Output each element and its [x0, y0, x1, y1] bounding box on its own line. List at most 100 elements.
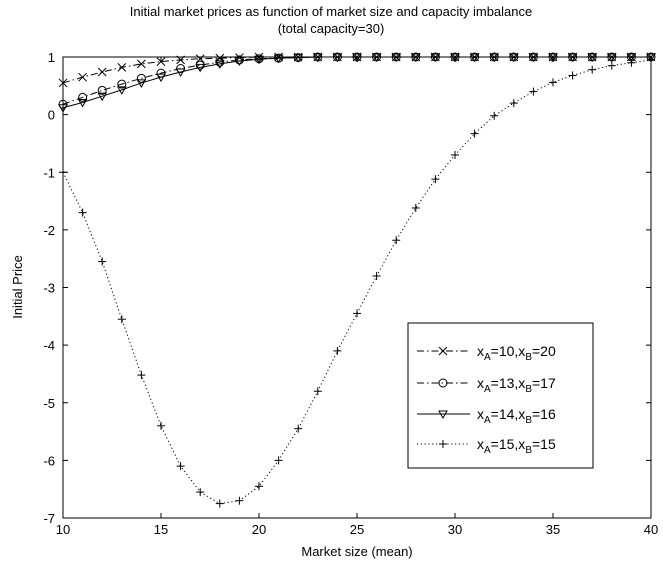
y-axis-label: Initial Price [10, 255, 25, 319]
data-point [215, 57, 225, 67]
y-tick-label: -3 [43, 281, 55, 296]
data-point [626, 53, 637, 63]
legend-text: =15,x [491, 436, 526, 452]
data-point [647, 55, 655, 64]
data-point [333, 346, 342, 355]
data-point [372, 271, 381, 280]
legend-subscript: A [484, 445, 491, 456]
x-tick-label: 40 [644, 522, 658, 537]
data-point [489, 53, 500, 63]
data-point [97, 67, 107, 77]
x-tick-label: 30 [448, 522, 462, 537]
data-point [235, 496, 244, 505]
data-point [353, 309, 361, 318]
legend-label: xA=14,xB=16 [477, 406, 556, 426]
legend-text: =10,x [491, 343, 526, 359]
y-tick-label: -7 [43, 511, 55, 526]
data-point [391, 53, 402, 63]
data-point [77, 99, 88, 108]
data-point [116, 86, 127, 95]
data-point [137, 59, 146, 69]
data-point [176, 55, 185, 65]
data-point [136, 73, 146, 83]
data-point [58, 104, 68, 113]
data-point [117, 79, 127, 89]
data-point [78, 72, 87, 82]
x-tick-label: 10 [56, 522, 70, 537]
data-point [332, 53, 343, 63]
legend-text: =13,x [491, 375, 526, 391]
legend-text: =20 [532, 343, 556, 359]
data-point [196, 488, 205, 497]
legend-text: x [477, 436, 484, 452]
legend-entry: xA=14,xB=16 [417, 406, 556, 426]
data-point [607, 61, 616, 70]
legend-subscript: B [525, 384, 532, 395]
data-point [646, 53, 656, 63]
y-tick-label: -2 [43, 223, 55, 238]
x-tick-label: 15 [154, 522, 168, 537]
data-point [157, 421, 165, 430]
data-point [117, 63, 127, 72]
data-point [234, 57, 245, 67]
data-point [137, 371, 146, 380]
legend-subscript: A [484, 415, 491, 426]
series-3 [59, 55, 655, 508]
chart-subtitle: (total capacity=30) [278, 21, 385, 36]
data-point [548, 53, 558, 63]
legend-marker [439, 440, 447, 448]
data-point [549, 78, 557, 87]
series-2 [58, 53, 656, 113]
data-point [392, 236, 401, 245]
data-point [490, 111, 499, 120]
data-point [156, 73, 166, 83]
legend-text: =17 [532, 375, 556, 391]
data-point [255, 482, 263, 491]
data-point [430, 53, 441, 63]
y-tick-label: -5 [43, 396, 55, 411]
legend-text: =15 [532, 436, 556, 452]
data-point [451, 150, 459, 159]
legend-marker [438, 410, 448, 420]
data-point [469, 53, 480, 63]
data-point [313, 387, 322, 396]
chart-title: Initial market prices as function of mar… [130, 4, 532, 19]
data-point [529, 87, 538, 96]
data-point [431, 175, 440, 184]
data-point [78, 208, 87, 217]
data-point [176, 462, 185, 471]
data-point [214, 60, 225, 69]
data-point [78, 92, 88, 102]
data-point [450, 53, 460, 63]
data-point [195, 54, 205, 64]
legend-entry: xA=15,xB=15 [417, 436, 556, 456]
data-point [509, 99, 518, 108]
legend-entry: xA=10,xB=20 [417, 343, 556, 363]
legend-subscript: B [525, 415, 532, 426]
data-point [470, 129, 479, 138]
data-point [274, 456, 283, 465]
legend-label: xA=13,xB=17 [477, 375, 556, 395]
legend-subscript: A [484, 352, 491, 363]
legend-text: =14,x [491, 406, 526, 422]
data-point [97, 85, 107, 95]
data-point [274, 52, 283, 62]
data-point [98, 257, 107, 266]
data-point [97, 92, 108, 102]
data-point [606, 53, 617, 63]
x-tick-label: 25 [350, 522, 364, 537]
y-tick-label: -4 [43, 338, 55, 353]
data-point [588, 65, 597, 74]
data-point [58, 78, 68, 88]
y-tick-label: 0 [48, 108, 55, 123]
data-point [273, 54, 284, 64]
data-point [528, 53, 539, 63]
legend-entry: xA=13,xB=17 [417, 375, 556, 395]
legend-text: x [477, 343, 484, 359]
x-tick-label: 20 [252, 522, 266, 537]
legend-marker [438, 378, 448, 388]
legend-text: x [477, 375, 484, 391]
data-point [254, 55, 264, 65]
data-point [371, 53, 382, 63]
data-point [293, 54, 304, 63]
